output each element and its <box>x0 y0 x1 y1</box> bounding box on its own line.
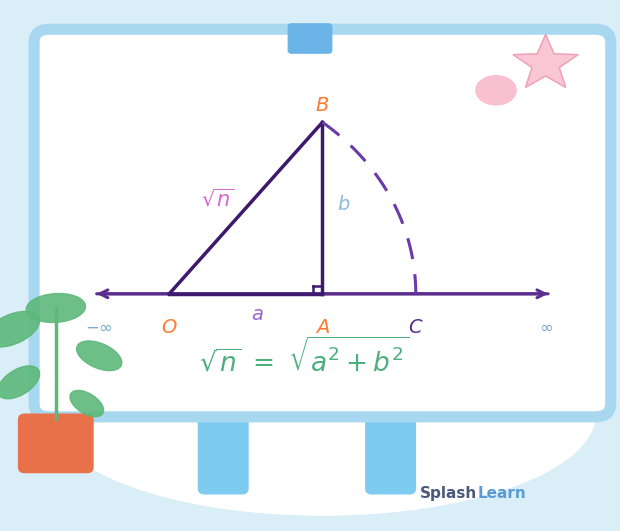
Text: $b$: $b$ <box>337 195 350 214</box>
FancyBboxPatch shape <box>288 24 332 53</box>
Text: Learn: Learn <box>477 486 526 501</box>
FancyBboxPatch shape <box>19 414 93 473</box>
FancyBboxPatch shape <box>366 377 415 494</box>
Ellipse shape <box>0 366 40 399</box>
Polygon shape <box>513 35 578 87</box>
Text: $A$: $A$ <box>315 318 330 337</box>
Ellipse shape <box>0 311 40 347</box>
Text: $a$: $a$ <box>251 305 264 324</box>
Ellipse shape <box>77 341 122 371</box>
Text: $\sqrt{n}\ =\ \sqrt{a^2 + b^2}$: $\sqrt{n}\ =\ \sqrt{a^2 + b^2}$ <box>198 338 409 378</box>
Ellipse shape <box>476 76 516 105</box>
Ellipse shape <box>26 294 86 322</box>
Text: $B$: $B$ <box>316 96 329 115</box>
Text: Splash: Splash <box>420 486 477 501</box>
Text: $C$: $C$ <box>408 318 423 337</box>
Text: $\infty$: $\infty$ <box>539 318 553 336</box>
Ellipse shape <box>70 390 104 417</box>
Text: $-\infty$: $-\infty$ <box>84 318 113 336</box>
Text: $\sqrt{n}$: $\sqrt{n}$ <box>201 189 234 211</box>
Ellipse shape <box>50 313 595 515</box>
FancyBboxPatch shape <box>198 377 248 494</box>
FancyBboxPatch shape <box>34 29 611 417</box>
Text: $O$: $O$ <box>161 318 177 337</box>
FancyBboxPatch shape <box>170 401 450 419</box>
